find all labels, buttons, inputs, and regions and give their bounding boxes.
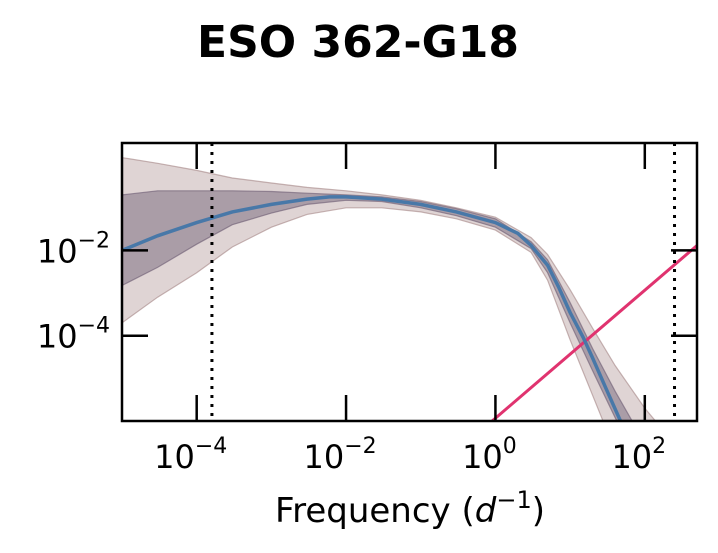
x-tick-label-3: 102 — [611, 434, 666, 476]
y-tick-label-1: 10−4 — [37, 314, 110, 356]
x-tick-label-1: 10−2 — [303, 434, 376, 476]
y-tick-label-0: 10−2 — [37, 228, 110, 270]
plot-area — [122, 156, 697, 421]
inner-confidence-band — [122, 190, 633, 421]
plot-frame — [120, 141, 699, 423]
x-axis-label: Frequency (d−1) — [275, 486, 545, 531]
outer-confidence-band — [122, 156, 657, 421]
power-law-line — [489, 244, 697, 421]
chart-title: ESO 362-G18 — [197, 17, 519, 68]
x-tick-label-2: 100 — [462, 434, 517, 476]
median-psd-line — [122, 195, 623, 421]
x-tick-label-0: 10−4 — [154, 434, 227, 476]
